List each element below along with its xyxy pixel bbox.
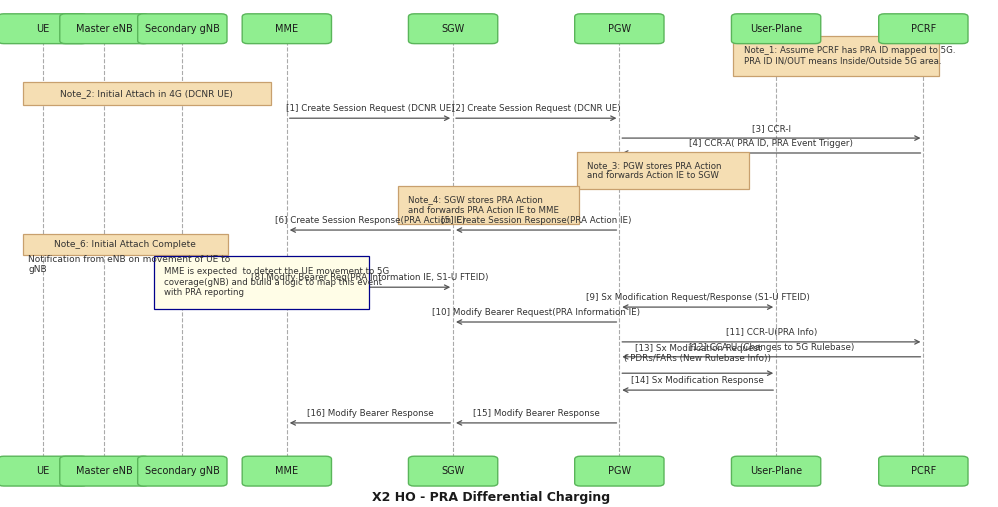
FancyBboxPatch shape	[734, 35, 938, 76]
FancyBboxPatch shape	[138, 456, 227, 486]
Text: Master eNB: Master eNB	[76, 466, 133, 476]
Text: [1] Create Session Request (DCNR UE): [1] Create Session Request (DCNR UE)	[285, 104, 454, 113]
Text: Secondary gNB: Secondary gNB	[145, 466, 220, 476]
FancyBboxPatch shape	[60, 456, 149, 486]
FancyBboxPatch shape	[878, 14, 968, 44]
FancyBboxPatch shape	[408, 456, 498, 486]
Text: [9] Sx Modification Request/Response (S1-U FTEID): [9] Sx Modification Request/Response (S1…	[586, 293, 809, 302]
FancyBboxPatch shape	[138, 14, 227, 44]
FancyBboxPatch shape	[0, 14, 88, 44]
Text: MME: MME	[275, 466, 298, 476]
Text: Note_1: Assume PCRF has PRA ID mapped to 5G.
PRA ID IN/OUT means Inside/Outside : Note_1: Assume PCRF has PRA ID mapped to…	[744, 46, 955, 65]
FancyBboxPatch shape	[732, 456, 820, 486]
Text: PGW: PGW	[608, 466, 631, 476]
Text: PCRF: PCRF	[911, 466, 936, 476]
Text: [11] CCR-U(PRA Info): [11] CCR-U(PRA Info)	[726, 328, 817, 337]
Text: UE: UE	[36, 24, 49, 34]
FancyBboxPatch shape	[398, 186, 580, 224]
Text: User-Plane: User-Plane	[750, 466, 802, 476]
Text: SGW: SGW	[441, 466, 465, 476]
Text: [4] CCR-A( PRA ID, PRA Event Trigger): [4] CCR-A( PRA ID, PRA Event Trigger)	[690, 139, 853, 148]
Text: MME: MME	[275, 24, 298, 34]
FancyBboxPatch shape	[243, 14, 331, 44]
Text: Note_4: SGW stores PRA Action
and forwards PRA Action IE to MME: Note_4: SGW stores PRA Action and forwar…	[408, 196, 560, 215]
Text: [3] CCR-I: [3] CCR-I	[751, 124, 790, 133]
Text: X2 HO - PRA Differential Charging: X2 HO - PRA Differential Charging	[372, 491, 610, 504]
Text: [12] CCA-U (Changes to 5G Rulebase): [12] CCA-U (Changes to 5G Rulebase)	[689, 343, 854, 352]
Text: [15] Modify Bearer Response: [15] Modify Bearer Response	[473, 409, 600, 418]
FancyBboxPatch shape	[0, 456, 88, 486]
Text: [13] Sx Modification Request
( PDRs/FARs (New Rulebase Info)): [13] Sx Modification Request ( PDRs/FARs…	[624, 344, 771, 363]
Text: UE: UE	[36, 466, 49, 476]
FancyBboxPatch shape	[732, 14, 820, 44]
FancyBboxPatch shape	[878, 456, 968, 486]
Text: User-Plane: User-Plane	[750, 24, 802, 34]
Text: MME is expected  to detect the UE movement to 5G
coverage(gNB) and build a logic: MME is expected to detect the UE movemen…	[165, 267, 389, 297]
Text: PCRF: PCRF	[911, 24, 936, 34]
FancyBboxPatch shape	[154, 256, 368, 309]
FancyBboxPatch shape	[408, 14, 498, 44]
FancyBboxPatch shape	[575, 14, 664, 44]
Text: Master eNB: Master eNB	[76, 24, 133, 34]
FancyBboxPatch shape	[60, 14, 149, 44]
Text: [16] Modify Bearer Response: [16] Modify Bearer Response	[306, 409, 433, 418]
Text: Note_6: Initial Attach Complete: Note_6: Initial Attach Complete	[55, 240, 197, 249]
FancyBboxPatch shape	[577, 152, 748, 189]
FancyBboxPatch shape	[243, 456, 331, 486]
Text: [6] Create Session Response(PRA Action IE): [6] Create Session Response(PRA Action I…	[274, 216, 465, 225]
Text: [14] Sx Modification Response: [14] Sx Modification Response	[632, 376, 764, 385]
Text: [8] Modify Bearer Req(PRA Information IE, S1-U FTEID): [8] Modify Bearer Req(PRA Information IE…	[251, 273, 489, 282]
FancyBboxPatch shape	[23, 234, 228, 256]
Text: PGW: PGW	[608, 24, 631, 34]
FancyBboxPatch shape	[23, 82, 270, 105]
Text: SGW: SGW	[441, 24, 465, 34]
Text: [2] Create Session Request (DCNR UE): [2] Create Session Request (DCNR UE)	[452, 104, 621, 113]
Text: [10] Modify Bearer Request(PRA Information IE): [10] Modify Bearer Request(PRA Informati…	[432, 308, 641, 317]
Text: Secondary gNB: Secondary gNB	[145, 24, 220, 34]
Text: Notification from eNB on movement of UE to
gNB: Notification from eNB on movement of UE …	[28, 255, 231, 274]
Text: Note_2: Initial Attach in 4G (DCNR UE): Note_2: Initial Attach in 4G (DCNR UE)	[60, 89, 234, 98]
FancyBboxPatch shape	[575, 456, 664, 486]
Text: Note_3: PGW stores PRA Action
and forwards Action IE to SGW: Note_3: PGW stores PRA Action and forwar…	[587, 161, 722, 180]
Text: [5] Create Session Response(PRA Action IE): [5] Create Session Response(PRA Action I…	[441, 216, 632, 225]
